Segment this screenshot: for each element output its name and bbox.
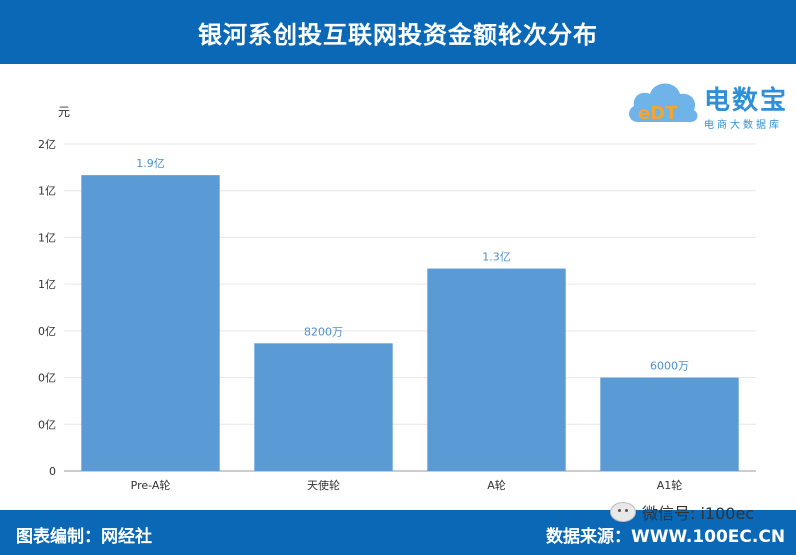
y-tick-label: 2亿 <box>38 138 56 151</box>
x-tick-label: Pre-A轮 <box>131 478 171 492</box>
footer-credit: 图表编制：网经社 <box>16 527 152 547</box>
brand-logo: eDT 电数宝 电商大数据库 <box>624 70 794 134</box>
y-tick-label: 1亿 <box>38 231 56 244</box>
x-tick-label: A轮 <box>487 478 506 492</box>
data-label: 6000万 <box>650 360 689 373</box>
y-tick-label: 0亿 <box>38 372 56 385</box>
y-tick-label: 1亿 <box>38 278 56 291</box>
chart-title: 银河系创投互联网投资金额轮次分布 <box>198 20 598 49</box>
x-tick-label: 天使轮 <box>307 478 340 492</box>
bar <box>254 343 393 471</box>
logo-name: 电数宝 <box>704 86 789 116</box>
y-tick-label: 0亿 <box>38 325 56 338</box>
x-tick-label: A1轮 <box>657 478 683 492</box>
logo-mark: eDT <box>638 103 678 124</box>
footer-source: 数据来源：WWW.100EC.CN <box>546 527 786 547</box>
y-tick-label: 1亿 <box>38 185 56 198</box>
data-label: 1.3亿 <box>482 251 511 264</box>
bar <box>81 175 220 471</box>
bar <box>427 268 566 471</box>
wechat-id: 微信号: i100ec <box>610 500 754 524</box>
chart-header: 银河系创投互联网投资金额轮次分布 <box>0 0 796 64</box>
bar <box>600 377 739 471</box>
wechat-icon <box>610 502 636 522</box>
logo-subtitle: 电商大数据库 <box>704 120 782 131</box>
data-label: 1.9亿 <box>136 157 165 170</box>
y-axis-unit: 元 <box>58 105 71 119</box>
wechat-text: 微信号: i100ec <box>642 504 755 523</box>
y-tick-label: 0亿 <box>38 418 56 431</box>
footer-bar: 图表编制：网经社 数据来源：WWW.100EC.CN <box>0 510 796 555</box>
data-label: 8200万 <box>304 325 343 338</box>
cloud-icon: eDT <box>629 83 698 124</box>
y-tick-label: 0 <box>49 465 56 478</box>
